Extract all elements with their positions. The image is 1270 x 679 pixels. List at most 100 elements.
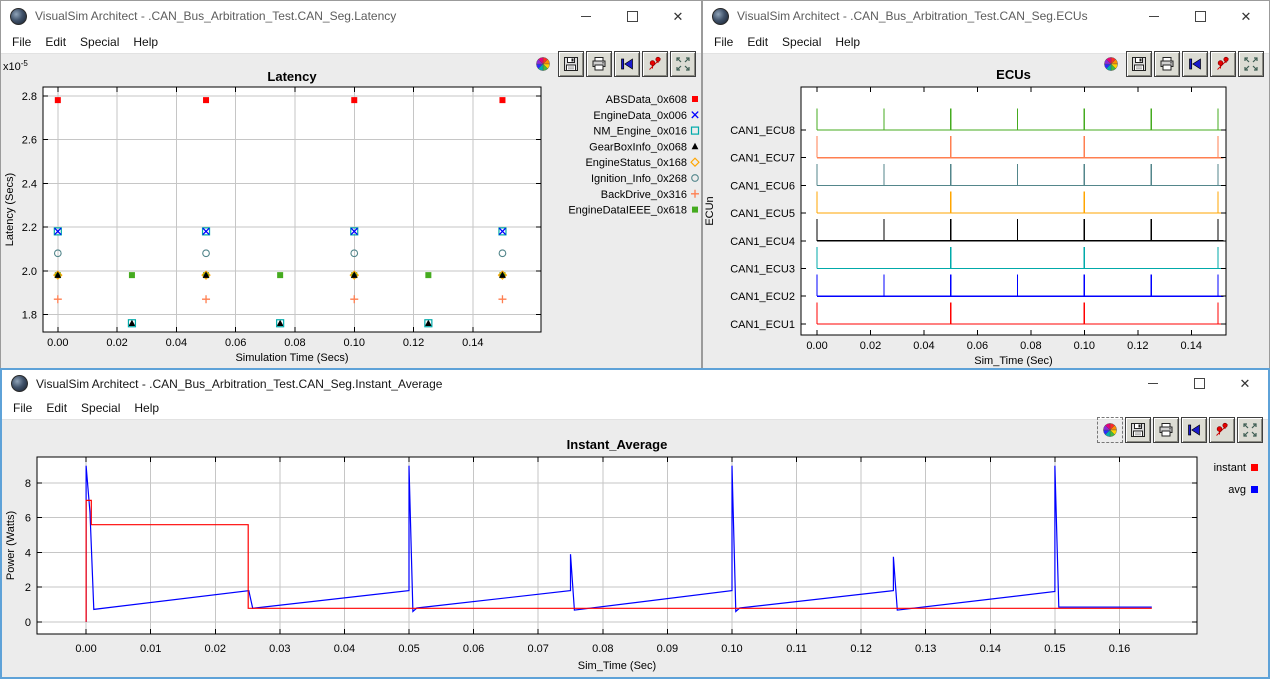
x-tick-label: 0.10 xyxy=(344,337,365,349)
save-button[interactable] xyxy=(1126,51,1152,77)
series-NM_Engine_0x016 xyxy=(53,227,507,328)
menu-file[interactable]: File xyxy=(12,35,32,49)
series-avg xyxy=(85,465,1152,622)
data-point-marker xyxy=(53,249,62,258)
print-button[interactable] xyxy=(586,51,612,77)
ecu-row-CAN1_ECU4 xyxy=(816,219,1224,242)
format-plot-icon xyxy=(1217,56,1229,70)
x-tick-label: 0.08 xyxy=(592,643,613,655)
titlebar[interactable]: VisualSim Architect - .CAN_Bus_Arbitrati… xyxy=(2,370,1268,397)
maximize-button[interactable] xyxy=(609,1,655,31)
legend-label: Ignition_Info_0x268 xyxy=(591,173,687,185)
save-button[interactable] xyxy=(558,51,584,77)
close-button[interactable]: ✕ xyxy=(1222,370,1268,397)
data-point-marker xyxy=(351,97,358,104)
row-label: CAN1_ECU6 xyxy=(730,180,795,192)
row-label: CAN1_ECU5 xyxy=(730,208,795,220)
maximize-button[interactable] xyxy=(1177,1,1223,31)
maximize-button[interactable] xyxy=(1176,370,1222,397)
print-icon xyxy=(1159,423,1173,437)
minimize-button[interactable] xyxy=(563,1,609,31)
go-first-button[interactable] xyxy=(614,51,640,77)
format-plot-button[interactable] xyxy=(642,51,668,77)
x-tick-label: 0.09 xyxy=(657,643,678,655)
instant-average-plot-canvas[interactable]: 0.00 0.01 0.02 0.03 0.04 0.05 0.06 0.07 0.08 0.09… xyxy=(2,420,1268,678)
ecus-plot-canvas[interactable]: 0.00 0.02 0.04 0.06 0.08 0.10 0.12 0.14 ECUs Sim_… xyxy=(703,54,1270,371)
close-button[interactable]: ✕ xyxy=(655,1,701,31)
go-first-button[interactable] xyxy=(1181,417,1207,443)
palette-button[interactable] xyxy=(530,51,556,77)
x-tick-label: 0.00 xyxy=(806,340,827,352)
format-plot-button[interactable] xyxy=(1210,51,1236,77)
menubar: File Edit Special Help xyxy=(2,397,1268,420)
data-point-marker xyxy=(350,227,359,236)
x-tick-label: 0.04 xyxy=(166,337,187,349)
ecu-row-CAN1_ECU2 xyxy=(816,274,1224,297)
print-button[interactable] xyxy=(1153,417,1179,443)
x-tick-label: 0.14 xyxy=(1181,340,1202,352)
window-title: VisualSim Architect - .CAN_Bus_Arbitrati… xyxy=(36,376,443,391)
titlebar[interactable]: VisualSim Architect - .CAN_Bus_Arbitrati… xyxy=(703,1,1269,31)
ecu-row-CAN1_ECU1 xyxy=(816,302,1224,325)
x-tick-label: 0.06 xyxy=(463,643,484,655)
x-tick-label: 0.04 xyxy=(334,643,355,655)
legend-label: avg xyxy=(1228,484,1246,496)
menu-special[interactable]: Special xyxy=(80,35,120,49)
x-tick-label: 0.10 xyxy=(721,643,742,655)
palette-button[interactable] xyxy=(1098,51,1124,77)
menu-special[interactable]: Special xyxy=(81,401,121,415)
row-label: CAN1_ECU2 xyxy=(730,291,795,303)
titlebar[interactable]: VisualSim Architect - .CAN_Bus_Arbitrati… xyxy=(1,1,701,31)
menu-help[interactable]: Help xyxy=(133,35,159,49)
data-point-marker xyxy=(203,97,210,104)
go-first-icon xyxy=(621,58,633,70)
plot-toolbar xyxy=(530,51,696,77)
fullscreen-button[interactable] xyxy=(670,51,696,77)
print-button[interactable] xyxy=(1154,51,1180,77)
data-point-marker xyxy=(202,249,210,258)
latency-plot-canvas[interactable]: 0.00 0.02 0.04 0.06 0.08 0.10 0.12 0.14 1.8 2.0 2.… xyxy=(1,54,703,371)
series-ABSData_0x608 xyxy=(54,97,506,104)
x-tick-label: 0.14 xyxy=(462,337,483,349)
maximize-icon xyxy=(626,10,638,22)
menu-help[interactable]: Help xyxy=(835,35,861,49)
row-label: CAN1_ECU7 xyxy=(730,153,795,165)
menu-edit[interactable]: Edit xyxy=(46,401,68,415)
data-point-marker xyxy=(128,272,135,279)
save-button[interactable] xyxy=(1125,417,1151,443)
format-plot-button[interactable] xyxy=(1209,417,1235,443)
menu-special[interactable]: Special xyxy=(782,35,822,49)
minimize-icon xyxy=(1148,383,1158,384)
x-tick-label: 0.00 xyxy=(75,643,96,655)
minimize-button[interactable] xyxy=(1130,370,1176,397)
fullscreen-icon xyxy=(1243,423,1257,437)
close-button[interactable]: ✕ xyxy=(1223,1,1269,31)
chart-title: Instant_Average xyxy=(567,437,668,452)
menu-edit[interactable]: Edit xyxy=(45,35,67,49)
data-point-marker xyxy=(127,319,137,328)
y-axis-label: ECUn xyxy=(704,196,716,225)
data-point-marker xyxy=(692,96,698,102)
data-point-marker xyxy=(690,126,700,135)
go-first-button[interactable] xyxy=(1182,51,1208,77)
x-axis-label: Sim_Time (Sec) xyxy=(974,355,1052,367)
data-point-marker xyxy=(54,97,61,104)
save-icon xyxy=(564,57,578,71)
x-tick-label: 0.07 xyxy=(527,643,548,655)
palette-button[interactable] xyxy=(1097,417,1123,443)
data-point-marker xyxy=(692,206,698,213)
menu-file[interactable]: File xyxy=(13,401,33,415)
x-tick-label: 0.00 xyxy=(47,337,68,349)
fullscreen-button[interactable] xyxy=(1238,51,1264,77)
menu-file[interactable]: File xyxy=(714,35,734,49)
data-point-marker xyxy=(277,272,284,279)
minimize-button[interactable] xyxy=(1131,1,1177,31)
menu-edit[interactable]: Edit xyxy=(747,35,769,49)
data-point-marker xyxy=(498,227,507,236)
maximize-icon xyxy=(1193,378,1205,389)
menu-help[interactable]: Help xyxy=(134,401,160,415)
legend-label: EngineDataIEEE_0x618 xyxy=(568,205,687,217)
y-axis-multiplier: x10-5 xyxy=(3,59,28,74)
ecu-row-CAN1_ECU6 xyxy=(816,163,1224,186)
fullscreen-button[interactable] xyxy=(1237,417,1263,443)
